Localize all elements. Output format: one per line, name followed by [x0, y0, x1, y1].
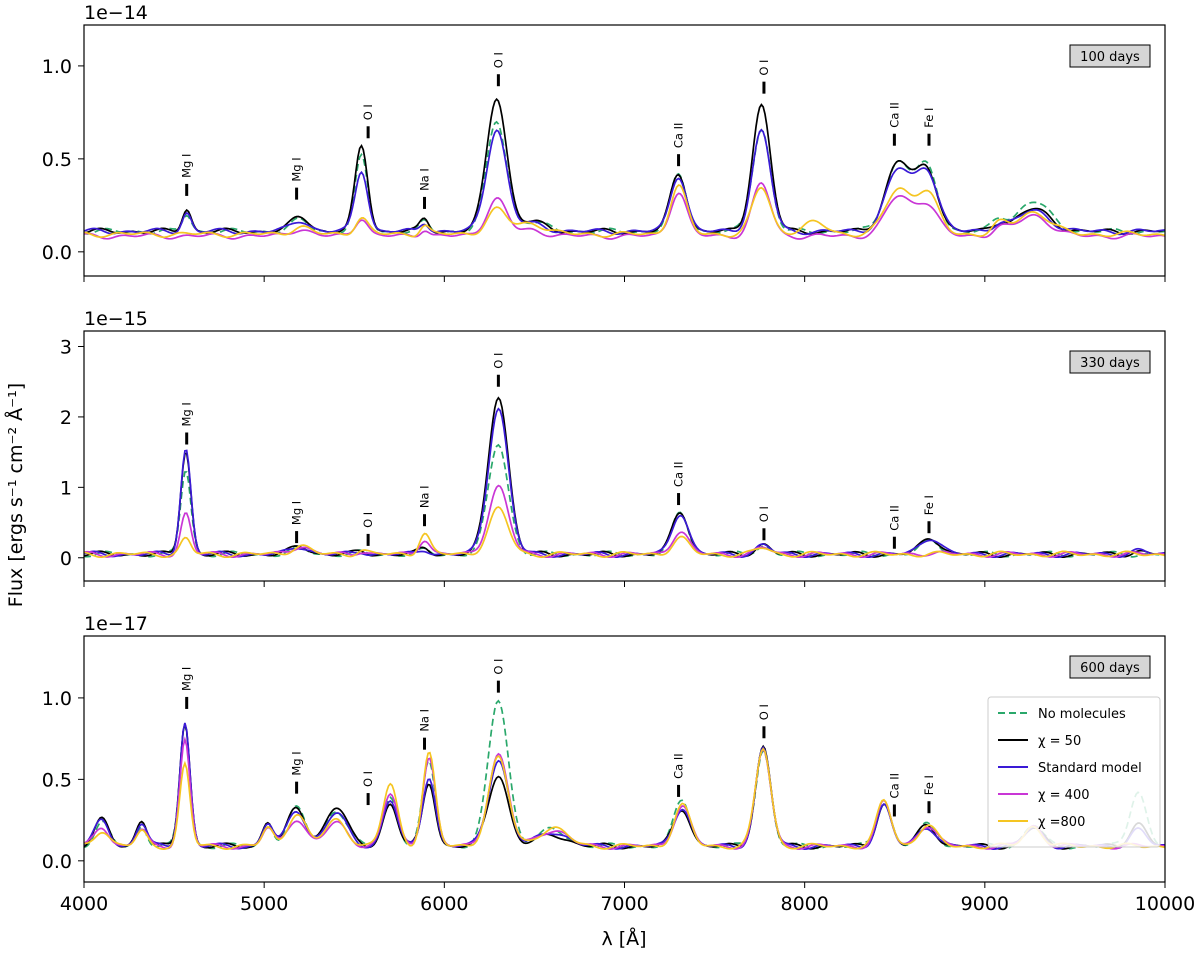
line-id-label: O I	[757, 704, 771, 720]
x-tick-label: 4000	[60, 893, 108, 915]
series-std-panel-2	[83, 407, 1166, 559]
panel-3: 4000 5000 6000 7000 8000 9000 10000 0.0 0.5 1.0 1e…	[42, 613, 1195, 915]
legend-label-nomol: No molecules	[1038, 707, 1126, 722]
axes-frame	[83, 24, 1166, 277]
y-exponent-label: 1e−15	[84, 308, 148, 330]
legend-label-chi800: χ =800	[1038, 815, 1085, 830]
line-id-label: Mg I	[180, 667, 194, 691]
y-tick-label: 3	[60, 336, 72, 358]
series-chi800-panel-1	[83, 184, 1166, 239]
y-axis-title: Flux [ergs s⁻¹ cm⁻² Å⁻¹]	[4, 383, 27, 607]
series-nomol-panel-1	[83, 120, 1166, 235]
panel-2: 0 1 2 3 1e−15 330 days Mg I Mg I O I Na I O I Ca II…	[60, 308, 1166, 587]
line-id-label: Mg I	[180, 402, 194, 426]
y-tick-label: 0.0	[42, 242, 72, 264]
series-nomol-panel-2	[83, 443, 1166, 558]
legend-frame	[987, 696, 1161, 848]
x-tick-label: 7000	[600, 893, 648, 915]
line-id-label: Mg I	[290, 501, 304, 525]
line-id-label: O I	[491, 353, 505, 369]
y-tick-label: 1.0	[42, 56, 72, 78]
axes-frame	[83, 330, 1166, 582]
line-id-label: O I	[361, 512, 375, 528]
legend-label-chi50: χ = 50	[1038, 734, 1081, 749]
series-chi50-panel-1	[83, 97, 1166, 236]
line-id-label: Na I	[418, 709, 432, 732]
series-chi400-panel-2	[83, 484, 1166, 559]
line-id-label: O I	[491, 659, 505, 675]
x-axis-title: λ [Å]	[601, 927, 646, 950]
legend-label-std: Standard model	[1038, 761, 1142, 776]
panel-1: 0.0 0.5 1.0 1e−14 100 days Mg I Mg I O I Na I O I…	[42, 2, 1166, 282]
y-tick-label: 0	[60, 548, 72, 570]
line-id-label: O I	[361, 771, 375, 787]
epoch-label-box	[1069, 655, 1151, 679]
legend-label-chi400: χ = 400	[1038, 788, 1089, 803]
epoch-label-box	[1069, 350, 1151, 374]
line-id-label: Fe I	[922, 495, 936, 515]
line-id-label: O I	[361, 104, 375, 120]
epoch-label: 600 days	[1080, 661, 1140, 676]
series-chi400-panel-1	[83, 182, 1166, 240]
line-id-label: Mg I	[290, 157, 304, 181]
epoch-label-box	[1069, 44, 1151, 68]
y-tick-label: 1.0	[42, 688, 72, 710]
series-chi800-panel-3	[83, 747, 1166, 850]
line-id-label: O I	[757, 60, 771, 76]
panels-layer: 0.0 0.5 1.0 1e−14 100 days Mg I Mg I O I Na I O I…	[42, 2, 1195, 915]
line-id-label: Ca II	[672, 462, 686, 488]
line-id-label: Ca II	[672, 123, 686, 149]
epoch-label: 330 days	[1080, 356, 1140, 371]
series-chi50-panel-2	[83, 396, 1166, 558]
line-id-label: Na I	[418, 485, 432, 508]
line-id-label: O I	[491, 52, 505, 68]
x-tick-label: 8000	[780, 893, 828, 915]
line-id-label: Fe I	[922, 775, 936, 795]
x-tick-label: 5000	[240, 893, 288, 915]
y-tick-label: 0.0	[42, 851, 72, 873]
line-id-label: Ca II	[887, 505, 901, 531]
line-id-label: Ca II	[672, 753, 686, 779]
y-tick-label: 2	[60, 407, 72, 429]
y-tick-label: 1	[60, 477, 72, 499]
series-chi800-panel-2	[83, 506, 1166, 559]
epoch-label: 100 days	[1080, 50, 1140, 65]
line-id-label: Ca II	[887, 773, 901, 799]
line-id-label: Mg I	[290, 751, 304, 775]
y-exponent-label: 1e−17	[84, 613, 148, 635]
series-std-panel-3	[83, 722, 1165, 850]
x-tick-label: 6000	[420, 893, 468, 915]
line-id-label: Ca II	[887, 102, 901, 128]
line-id-label: Fe I	[922, 108, 936, 128]
y-exponent-label: 1e−14	[84, 2, 148, 24]
line-id-label: O I	[757, 506, 771, 522]
y-tick-label: 0.5	[42, 149, 72, 171]
line-id-label: Mg I	[180, 154, 194, 178]
legend: No molecules χ = 50 Standard model χ = 400 χ…	[987, 696, 1161, 848]
x-tick-label: 10000	[1135, 893, 1195, 915]
x-tick-label: 9000	[961, 893, 1009, 915]
y-tick-label: 0.5	[42, 769, 72, 791]
line-id-label: Na I	[418, 168, 432, 191]
